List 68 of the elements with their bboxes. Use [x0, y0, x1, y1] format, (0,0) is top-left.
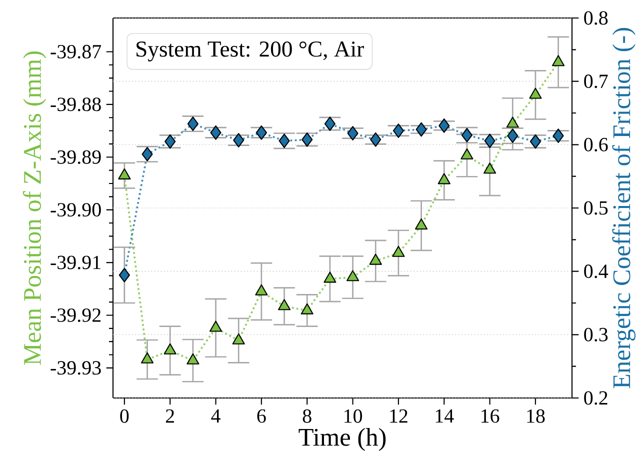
y2-tick-label: 0.5 — [584, 201, 608, 215]
point — [552, 55, 565, 66]
y-tick-label: -39.93 — [50, 361, 101, 375]
point — [278, 299, 291, 310]
y-tick-label: -39.88 — [50, 98, 101, 112]
point — [416, 122, 427, 137]
point — [164, 343, 176, 354]
y-tick-label: -39.92 — [50, 308, 101, 322]
x-tick-label: 16 — [482, 409, 500, 423]
x-tick-label: 4 — [211, 409, 220, 422]
y2-axis-title: Energetic Coefficient of Friction (-) — [612, 28, 636, 388]
point — [118, 168, 131, 180]
point — [438, 118, 450, 133]
point — [507, 128, 518, 143]
point — [187, 116, 198, 131]
y-tick-label: -39.90 — [50, 203, 101, 217]
point — [232, 333, 245, 344]
point — [461, 128, 472, 142]
x-tick-label: 12 — [390, 409, 408, 423]
point — [483, 162, 496, 174]
point — [460, 148, 474, 160]
point — [370, 132, 382, 147]
x-tick-label: 6 — [257, 409, 266, 423]
y-tick-label: -39.91 — [50, 256, 100, 270]
x-tick-label: 18 — [527, 409, 545, 423]
point — [186, 353, 200, 364]
x-tick-label: 2 — [166, 409, 174, 423]
x-tick-label: 8 — [302, 409, 312, 423]
point — [346, 270, 360, 282]
x-tick-label: 0 — [120, 409, 129, 423]
y2-tick-label: 0.6 — [584, 138, 608, 152]
x-tick-label: 10 — [344, 409, 362, 423]
point — [300, 303, 314, 314]
point — [552, 128, 564, 143]
point — [142, 146, 153, 162]
x-tick-label: 14 — [436, 409, 454, 423]
point — [369, 254, 382, 265]
y2-tick-label: 0.3 — [584, 328, 608, 342]
point — [530, 134, 541, 149]
y2-tick-label: 0.7 — [584, 74, 608, 88]
point — [209, 320, 222, 332]
y-tick-label: -39.89 — [50, 150, 101, 164]
point — [256, 125, 267, 140]
point — [140, 352, 154, 364]
point — [347, 126, 358, 140]
y2-tick-label: 0.8 — [584, 11, 608, 25]
y2-tick-label: 0.2 — [584, 391, 608, 405]
point — [529, 88, 542, 99]
y-tick-label: -39.87 — [50, 44, 102, 59]
point — [255, 284, 268, 296]
point — [164, 134, 176, 149]
point — [324, 116, 336, 131]
annotation: System Test: 200 °C, Air — [136, 41, 364, 62]
point — [302, 132, 313, 147]
point — [233, 133, 244, 148]
point — [438, 173, 450, 184]
point — [506, 116, 519, 128]
point — [392, 124, 404, 138]
point — [414, 218, 428, 230]
point — [210, 125, 222, 140]
y-axis-title: Mean Position of Z-Axis (mm) — [22, 52, 46, 365]
point — [392, 246, 405, 257]
point — [324, 272, 336, 283]
point — [118, 268, 130, 282]
x-axis-title: Time (h) — [298, 428, 386, 451]
point — [278, 134, 290, 148]
point — [484, 134, 496, 148]
y2-tick-label: 0.4 — [584, 264, 608, 278]
